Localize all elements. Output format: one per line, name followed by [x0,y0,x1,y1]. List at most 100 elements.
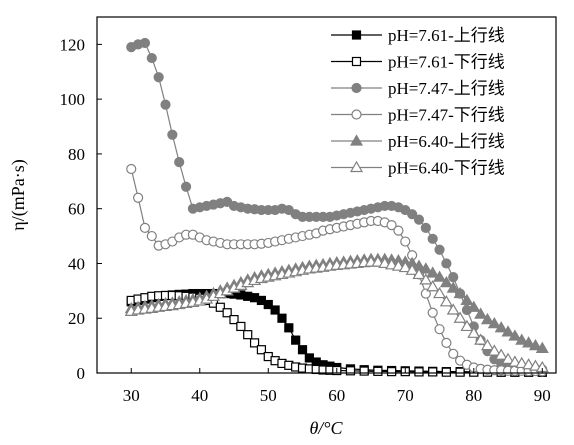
data-point [263,299,273,310]
y-tick-label: 120 [60,35,86,54]
legend: pH=7.61-上行线 pH=7.61-下行线 pH=7.47-上行线 pH=7.47… [331,26,505,178]
data-point [434,244,445,255]
legend-item: pH=7.47-上行线 [331,79,505,98]
legend-marker [349,134,364,146]
data-point [426,280,440,292]
data-point [256,345,267,355]
data-point [467,300,481,312]
data-point [393,225,404,236]
data-point [494,348,508,360]
series-6 [124,255,549,373]
x-axis-title: θ/°C [309,418,343,438]
plot-frame [96,16,557,374]
data-point [535,341,549,353]
data-point [474,333,488,345]
data-point [487,317,501,329]
data-point [522,358,536,370]
data-point [284,323,294,333]
legend-label: pH=6.40-下行线 [388,159,505,178]
y-tick-label: 60 [68,200,85,219]
y-tick-label: 0 [77,364,86,383]
y-tick-label: 40 [68,254,85,273]
data-point [386,220,397,231]
data-point [434,324,445,335]
data-point [139,222,151,233]
data-point [139,37,151,49]
y-axis-title: η/(mPa·s) [8,159,29,230]
data-point [426,266,440,278]
data-point [501,325,515,337]
data-point [391,259,405,271]
data-point [446,281,460,293]
data-point [448,348,459,359]
data-point [174,157,185,168]
x-tick-label: 60 [328,386,345,405]
data-point [441,337,452,348]
data-point [414,367,424,377]
data-point [448,272,459,283]
data-point [243,330,253,340]
data-point [297,345,308,355]
legend-marker [351,109,362,120]
data-point [508,329,522,341]
data-point [528,338,542,351]
x-tick-label: 30 [123,386,140,405]
data-point [371,255,385,267]
data-point [236,321,246,332]
data-point [419,273,433,285]
legend-label: pH=7.61-上行线 [388,26,505,45]
legend-item: pH=7.47-下行线 [331,106,505,125]
data-point [432,286,447,299]
data-point [180,181,192,192]
legend-marker [349,160,364,173]
x-tick-label: 70 [397,386,414,405]
data-point [432,270,447,282]
data-point [412,267,426,280]
series-4 [126,163,548,377]
data-point [373,366,383,376]
data-point [420,222,431,233]
data-point [427,233,438,244]
data-point [428,367,438,377]
legend-item: pH=7.61-上行线 [331,26,505,45]
data-point [439,275,453,288]
x-tick-label: 40 [191,386,208,405]
data-point [405,263,419,275]
x-tick-label: 50 [260,386,277,405]
data-point [146,230,157,242]
legend-marker [351,30,362,40]
data-point [480,338,495,351]
data-point [501,352,515,364]
data-point [441,367,451,377]
data-point [167,129,178,140]
data-point [427,307,438,318]
data-point [378,256,392,269]
data-point [453,311,467,323]
legend-label: pH=7.61-下行线 [388,53,505,72]
legend-marker [351,56,362,67]
data-point [528,359,542,371]
data-point [146,52,157,64]
data-point [467,326,481,338]
data-point [398,260,412,273]
data-point [487,344,501,356]
data-point [407,209,418,220]
data-point [386,367,397,377]
data-point [515,356,529,369]
data-point [494,321,508,333]
data-point [446,303,460,315]
y-tick-label: 100 [60,90,86,109]
data-point [270,305,280,315]
legend-marker [351,82,362,94]
data-point [460,319,474,332]
data-point [460,293,474,306]
data-point [345,366,356,376]
data-point [480,312,495,325]
data-point [419,262,433,274]
data-point [441,258,452,269]
data-point [508,355,522,367]
y-tick-label: 20 [68,309,85,328]
data-point [385,258,399,270]
x-tick-label: 90 [534,386,551,405]
